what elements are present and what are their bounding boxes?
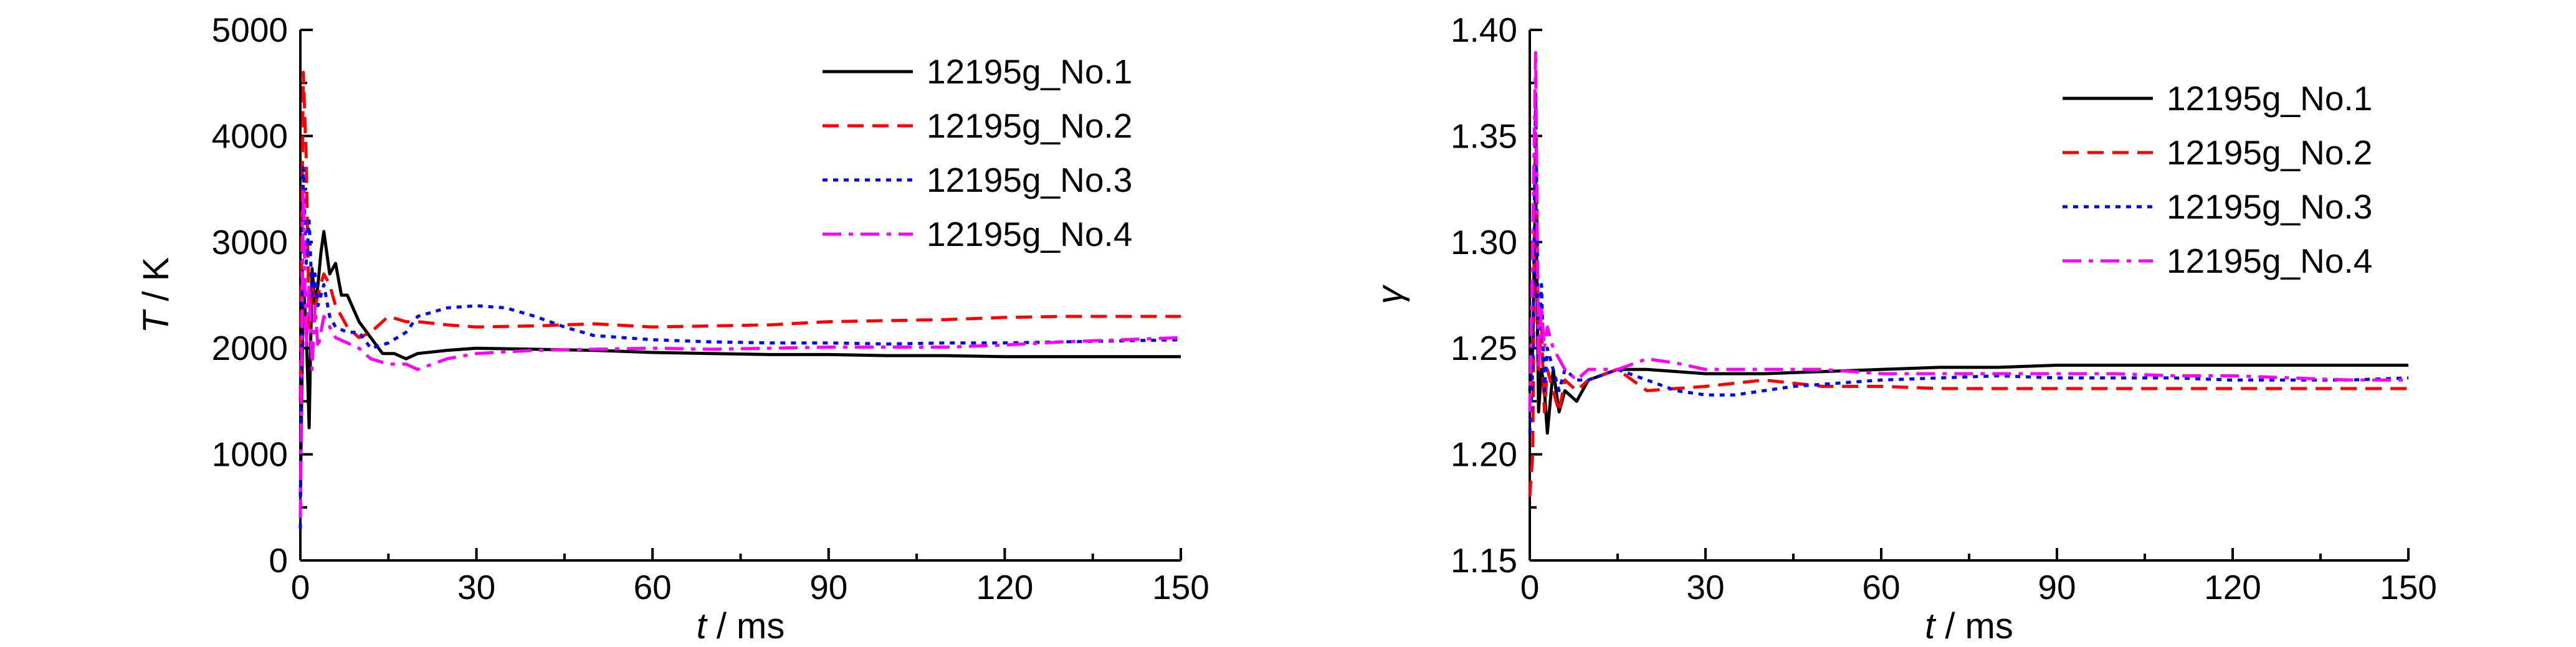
series-line-4 — [298, 187, 1181, 518]
x-tick-label: 0 — [1520, 568, 1540, 607]
x-axis-unit: / ms — [1935, 606, 2013, 646]
legend-label-1: 12195g_No.1 — [2167, 79, 2372, 118]
y-tick-label: 1.15 — [1451, 541, 1517, 580]
legend-label-4: 12195g_No.4 — [2167, 242, 2372, 280]
legend-label-3: 12195g_No.3 — [2167, 187, 2372, 226]
y-tick-label: 4000 — [212, 116, 288, 155]
temperature-chart: 0 30 60 90 120 150 0 1000 2000 3000 4000 5000 t / ms… — [136, 11, 1209, 646]
y-tick-label: 1.20 — [1451, 435, 1517, 474]
y-axis-var: γ — [1370, 285, 1410, 305]
legend: 12195g_No.1 12195g_No.2 12195g_No.3 12195g_… — [2063, 79, 2372, 280]
y-tick-label: 2000 — [212, 329, 288, 367]
gamma-chart: 0 30 60 90 120 150 1.15 1.20 1.25 1.30 1.35 1.40 t /… — [1370, 11, 2437, 646]
x-tick-label: 120 — [976, 568, 1034, 607]
y-axis-unit: / K — [136, 257, 176, 311]
legend-label-2: 12195g_No.2 — [2167, 133, 2372, 172]
y-tick-label: 1.25 — [1451, 329, 1517, 367]
legend-label-3: 12195g_No.3 — [927, 161, 1132, 199]
y-axis-var: T — [136, 309, 176, 333]
x-axis-var: t — [1925, 606, 1937, 646]
x-tick-label: 90 — [2038, 568, 2076, 607]
x-axis-var: t — [697, 606, 708, 646]
series-line-3 — [1528, 92, 2409, 433]
x-axis-unit: / ms — [707, 606, 785, 646]
series-line-1 — [1528, 177, 2408, 435]
y-tick-label: 1.40 — [1451, 11, 1517, 49]
legend: 12195g_No.1 12195g_No.2 12195g_No.3 12195g_… — [823, 52, 1132, 253]
x-tick-label: 0 — [291, 568, 310, 607]
y-axis-label: T / K — [136, 257, 176, 333]
y-axis-label: γ — [1370, 285, 1410, 305]
series-line-2 — [298, 70, 1181, 402]
y-tick-label: 0 — [269, 541, 288, 580]
x-axis-label: t / ms — [1925, 606, 2013, 646]
series-line-1 — [298, 230, 1181, 497]
y-tick-label: 1000 — [212, 435, 288, 474]
x-axis-label: t / ms — [697, 606, 785, 646]
series-line-2 — [1528, 92, 2408, 497]
series-line-4 — [1528, 49, 2408, 412]
x-tick-label: 150 — [2380, 568, 2437, 607]
x-tick-label: 150 — [1152, 568, 1209, 607]
y-tick-label: 3000 — [212, 223, 288, 262]
x-tick-label: 120 — [2204, 568, 2261, 607]
x-tick-label: 90 — [809, 568, 847, 607]
x-tick-label: 30 — [1686, 568, 1724, 607]
x-tick-label: 30 — [457, 568, 495, 607]
legend-label-4: 12195g_No.4 — [927, 215, 1132, 253]
y-tick-label: 5000 — [212, 11, 288, 49]
legend-label-2: 12195g_No.2 — [927, 106, 1132, 145]
y-tick-label: 1.30 — [1451, 223, 1517, 262]
x-tick-label: 60 — [634, 568, 672, 607]
series-line-3 — [298, 166, 1181, 529]
y-tick-label: 1.35 — [1451, 116, 1517, 155]
x-tick-label: 60 — [1862, 568, 1900, 607]
legend-label-1: 12195g_No.1 — [927, 52, 1132, 91]
